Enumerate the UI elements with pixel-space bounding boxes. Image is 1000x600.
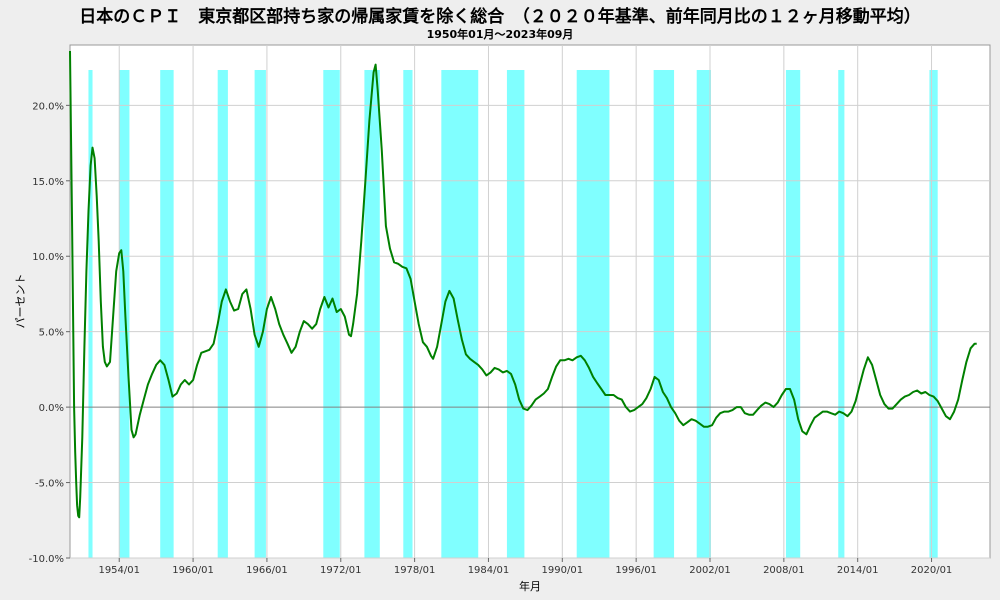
shaded-band-5 xyxy=(323,70,340,558)
shaded-bands xyxy=(88,70,938,558)
series-line xyxy=(69,50,977,519)
y-tick-label-2: 0.0% xyxy=(39,403,64,414)
y-tick-label-3: 5.0% xyxy=(39,328,64,339)
shaded-band-9 xyxy=(506,70,525,558)
y-axis-ticks: -10.0% -5.0% 0.0% 5.0% 10.0% 15.0% 20.0% xyxy=(29,101,70,565)
x-tick-label-0: 1954/01 xyxy=(98,565,140,576)
x-tick-label-10: 2014/01 xyxy=(837,565,879,576)
shaded-band-15 xyxy=(929,70,938,558)
shaded-band-3 xyxy=(217,70,228,558)
shaded-band-8 xyxy=(441,70,479,558)
shaded-band-11 xyxy=(653,70,675,558)
y-tick-label-4: 10.0% xyxy=(32,252,64,263)
shaded-band-6 xyxy=(364,70,380,558)
x-tick-label-8: 2002/01 xyxy=(689,565,731,576)
y-tick-label-5: 15.0% xyxy=(32,177,64,188)
y-tick-label-0: -10.0% xyxy=(29,554,64,565)
shaded-band-0 xyxy=(88,70,93,558)
x-tick-label-7: 1996/01 xyxy=(615,565,657,576)
x-axis-label: 年月 xyxy=(519,579,541,593)
plot-area xyxy=(69,44,991,559)
shaded-band-10 xyxy=(576,70,610,558)
shaded-band-4 xyxy=(254,70,266,558)
x-tick-label-9: 2008/01 xyxy=(763,565,805,576)
y-tick-label-6: 20.0% xyxy=(32,101,64,112)
y-axis-label: パーセント xyxy=(14,274,27,329)
x-tick-label-3: 1972/01 xyxy=(320,565,362,576)
shaded-band-2 xyxy=(160,70,174,558)
x-tick-label-4: 1978/01 xyxy=(394,565,436,576)
shaded-band-14 xyxy=(838,70,845,558)
x-tick-label-5: 1984/01 xyxy=(468,565,510,576)
shaded-band-7 xyxy=(403,70,413,558)
x-tick-label-6: 1990/01 xyxy=(542,565,584,576)
grid-lines xyxy=(70,45,990,559)
y-tick-label-1: -5.0% xyxy=(35,479,64,490)
chart-subtitle: 1950年01月～2023年09月 xyxy=(426,28,574,41)
shaded-band-12 xyxy=(696,70,711,558)
chart-title: 日本のＣＰＩ 東京都区部持ち家の帰属家賃を除く総合 （２０２０年基準、前年同月比… xyxy=(79,7,921,27)
x-tick-label-2: 1966/01 xyxy=(246,565,288,576)
shaded-band-13 xyxy=(785,70,801,558)
x-tick-label-11: 2020/01 xyxy=(911,565,953,576)
x-axis-ticks: 1954/01 1960/01 1966/01 1972/01 1978/01 1984/… xyxy=(98,558,952,576)
x-tick-label-1: 1960/01 xyxy=(172,565,214,576)
